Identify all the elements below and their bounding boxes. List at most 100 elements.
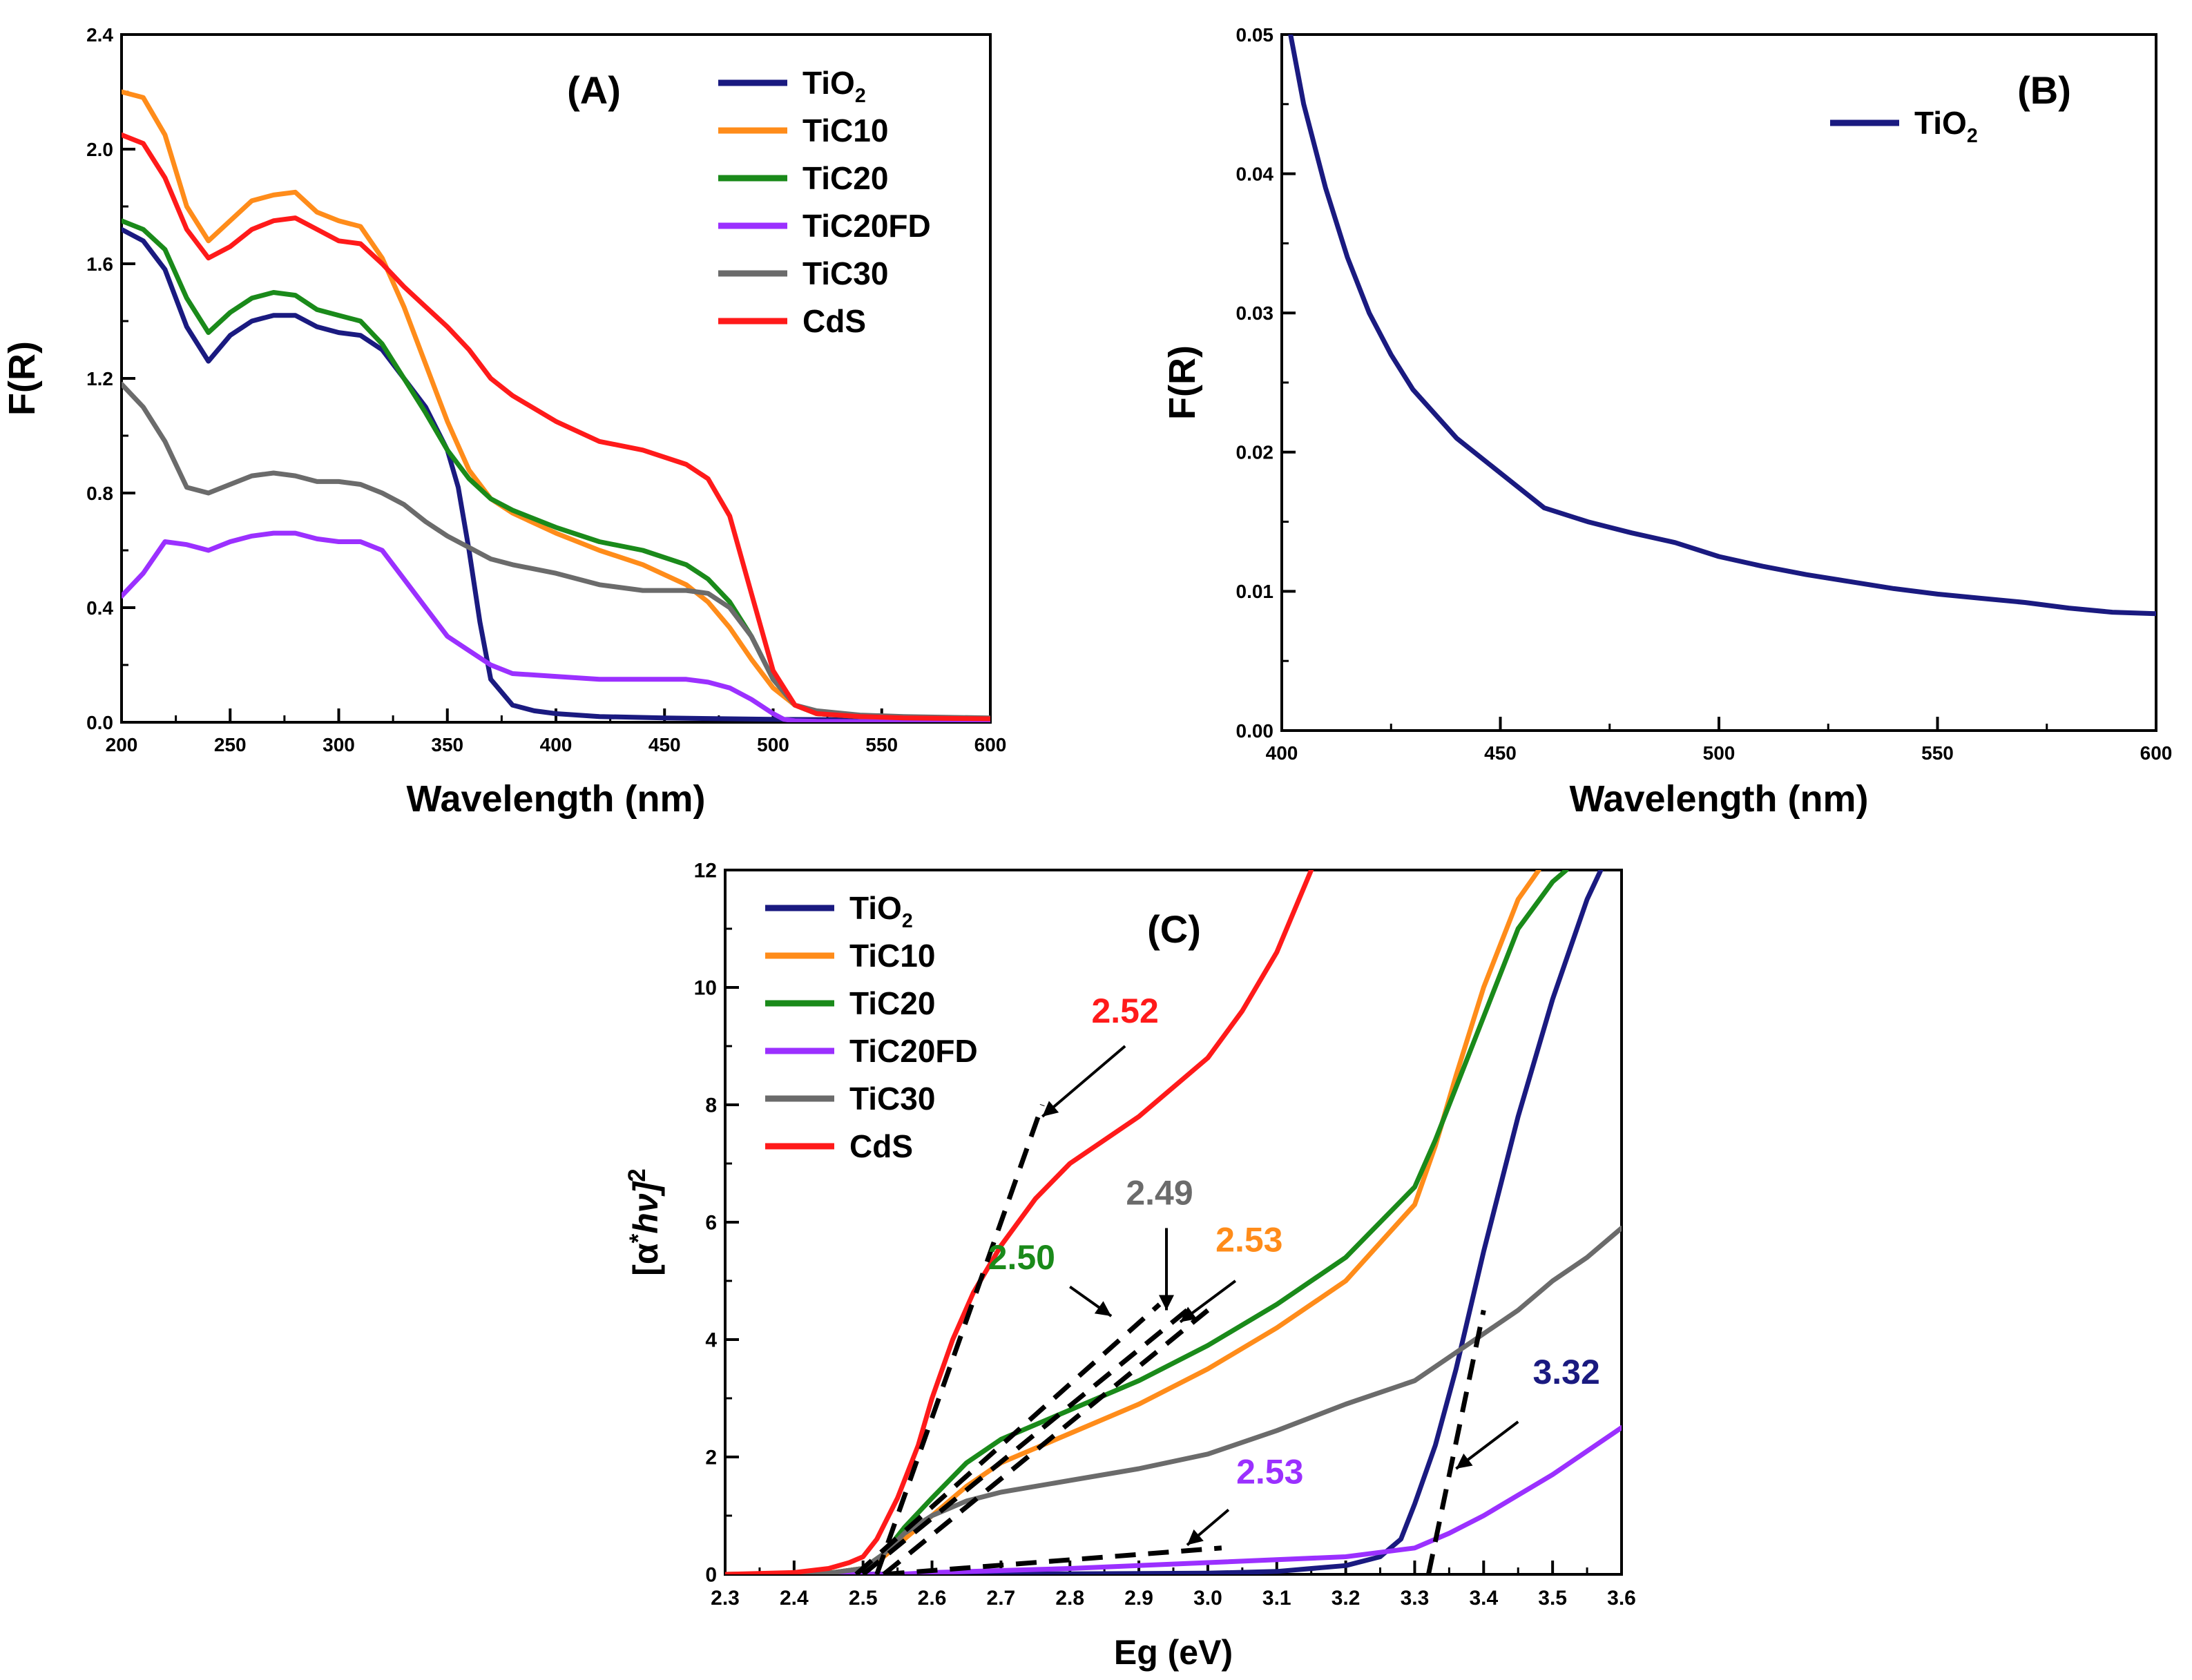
y-tick-label: 0.04 — [1236, 163, 1274, 184]
y-tick-label: 10 — [694, 977, 717, 1000]
x-tick-label: 350 — [431, 734, 463, 755]
legend: TiO2 TiC10 TiC20 TiC20FD TiC30 CdS — [718, 65, 931, 339]
x-tick-label: 3.2 — [1331, 1587, 1361, 1610]
annotation-arrowhead — [1159, 1295, 1175, 1311]
legend-label-cds: CdS — [802, 303, 866, 339]
series-line-tio2 — [725, 870, 1604, 1574]
y-axis-title-part: hν] — [626, 1180, 665, 1233]
x-tick-label: 3.1 — [1262, 1587, 1291, 1610]
y-tick-label: 0.4 — [86, 597, 113, 619]
legend-label-tio2: TiO2 — [1914, 105, 1978, 147]
legend-label-text: TiC10 — [849, 938, 935, 974]
legend: TiO2 — [1830, 105, 1978, 147]
annotation-arrowhead — [1042, 1101, 1059, 1117]
fit-line-tic20 — [861, 1308, 1189, 1574]
legend-label-tic20: TiC20 — [802, 160, 888, 196]
series-line-tic20 — [122, 218, 990, 722]
x-tick-label: 400 — [1266, 742, 1298, 764]
x-tick-label: 3.6 — [1607, 1587, 1636, 1610]
x-tick-label: 3.0 — [1193, 1587, 1222, 1610]
y-tick-label: 6 — [705, 1212, 717, 1235]
y-tick-label: 1.6 — [86, 253, 113, 275]
fit-line-cds — [874, 1103, 1045, 1574]
x-tick-label: 200 — [106, 734, 138, 755]
annotation-arrowhead — [1186, 1529, 1204, 1545]
legend-label-subscript: 2 — [902, 910, 913, 932]
legend-label-tio2: TiO2 — [849, 890, 913, 932]
y-tick-label: 2.4 — [86, 24, 113, 46]
x-tick-label: 2.8 — [1055, 1587, 1084, 1610]
y-tick-label: 0.00 — [1236, 720, 1274, 742]
annotation-label-cds: 2.52 — [1091, 992, 1158, 1030]
fit-line-tic10 — [882, 1308, 1210, 1574]
x-tick-label: 600 — [974, 734, 1007, 755]
annotation-label-tic30: 2.49 — [1126, 1174, 1193, 1213]
fit-line-tic30 — [854, 1302, 1162, 1574]
legend-label-text: TiC30 — [802, 255, 888, 291]
series-line-tic20fd — [725, 1425, 1622, 1574]
x-tick-label: 400 — [540, 734, 573, 755]
fit-line-tic20fd — [883, 1545, 1222, 1574]
series-group — [122, 89, 990, 722]
x-tick-label: 300 — [323, 734, 355, 755]
panel-b-chart: 400 450 500 550 600 0.00 0.01 0.02 0.03 0.04 0.05 W… — [1162, 24, 2172, 820]
legend-label-text: CdS — [849, 1128, 913, 1164]
y-tick-label: 8 — [705, 1094, 717, 1117]
panel-c-chart: 2.3 2.4 2.5 2.6 2.7 2.8 2.9 3.0 3.1 3.2 3.3 3.4 3.5 3… — [624, 860, 1636, 1672]
legend-label-cds: CdS — [849, 1128, 913, 1164]
series-group — [725, 870, 1622, 1574]
x-tick-label: 2.7 — [987, 1587, 1016, 1610]
legend-label-text: TiO — [802, 65, 855, 101]
x-tick-label: 2.4 — [780, 1587, 809, 1610]
y-axis-title-part: [α — [626, 1243, 665, 1276]
plot-frame — [1280, 33, 2157, 732]
x-tick-label: 2.6 — [918, 1587, 947, 1610]
y-axis-title: F(R) — [1, 341, 43, 416]
y-axis-title: [α*hν]2 — [624, 1168, 665, 1275]
legend-label-tic10: TiC10 — [802, 113, 888, 148]
x-tick-label: 600 — [2140, 742, 2173, 764]
y-tick-label: 0.01 — [1236, 581, 1274, 602]
legend-label-tic20fd: TiC20FD — [849, 1033, 978, 1069]
y-tick-label: 0.02 — [1236, 442, 1274, 463]
legend-label-text: TiC10 — [802, 113, 888, 148]
legend-label-text: TiC20 — [849, 985, 935, 1021]
series-line-tic30 — [122, 381, 990, 721]
legend-label-text: TiC20 — [802, 160, 888, 196]
y-tick-label: 12 — [694, 860, 717, 882]
annotation-label-tic20fd: 2.53 — [1236, 1452, 1303, 1491]
legend-label-tio2: TiO2 — [802, 65, 866, 107]
annotation-label-tic10: 2.53 — [1215, 1221, 1282, 1259]
x-tick-label: 500 — [1703, 742, 1736, 764]
series-line-cds — [725, 870, 1314, 1574]
legend-label-text: CdS — [802, 303, 866, 339]
x-tick-label: 3.3 — [1401, 1587, 1430, 1610]
x-tick-label: 450 — [1484, 742, 1517, 764]
x-tick-label: 500 — [757, 734, 789, 755]
y-axis-title-part: 2 — [624, 1168, 651, 1181]
annotation-arrowhead — [1094, 1301, 1112, 1316]
legend-label-tic30: TiC30 — [802, 255, 888, 291]
annotation-label-tio2: 3.32 — [1532, 1353, 1599, 1391]
legend-label-tic10: TiC10 — [849, 938, 935, 974]
series-line-tic30 — [725, 1226, 1622, 1574]
legend-label-text: TiC30 — [849, 1081, 935, 1117]
legend: TiO2 TiC10 TiC20 TiC20FD TiC30 CdS — [765, 890, 978, 1164]
legend-label-text: TiO — [849, 890, 902, 926]
annotation-arrow — [1041, 1045, 1126, 1118]
y-axis-title: F(R) — [1162, 345, 1203, 420]
series-line-tic20fd — [122, 530, 990, 722]
panel-label: (C) — [1147, 907, 1201, 951]
x-tick-label: 2.3 — [711, 1587, 740, 1610]
x-axis-title: Wavelength (nm) — [1569, 778, 1868, 820]
x-axis-title: Eg (eV) — [1114, 1633, 1233, 1672]
y-tick-label: 2.0 — [86, 139, 113, 160]
x-tick-label: 550 — [865, 734, 898, 755]
legend-label-text: TiO — [1914, 105, 1967, 141]
legend-label-text: TiC20FD — [802, 208, 931, 244]
x-tick-label: 2.5 — [849, 1587, 878, 1610]
series-group — [1288, 35, 2156, 617]
x-axis-title: Wavelength (nm) — [406, 778, 705, 820]
legend-label-subscript: 2 — [1967, 125, 1978, 147]
